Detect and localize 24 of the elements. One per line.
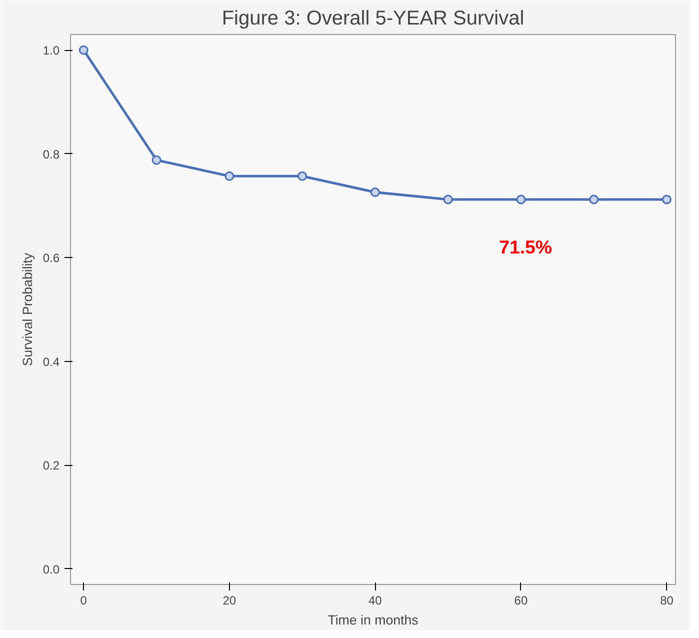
x-tick-label: 80 [660,594,674,608]
chart-title: Figure 3: Overall 5-YEAR Survival [222,8,524,30]
x-tick-label: 60 [514,594,528,608]
x-tick-label: 20 [222,594,236,608]
point [662,194,672,204]
x-tick-label: 40 [368,594,382,608]
point [298,171,308,181]
point [224,171,234,181]
point [443,194,453,204]
y-axis-title: Survival Probability [20,252,35,366]
y-tick-label: 1.0 [42,44,60,58]
y-tick-label: 0.8 [42,147,60,162]
point [516,194,526,204]
point [370,187,380,197]
y-tick-label: 0.2 [42,458,60,473]
y-tick-label: 0.4 [42,354,60,369]
point [589,194,599,204]
y-tick-label: 0.0 [42,562,60,576]
y-tick-label: 0.6 [42,251,60,266]
annotation: 71.5% [499,236,552,258]
x-tick-label: 0 [80,594,88,608]
x-axis-title: Time in months [328,612,419,628]
point [78,45,88,55]
point [152,155,162,165]
